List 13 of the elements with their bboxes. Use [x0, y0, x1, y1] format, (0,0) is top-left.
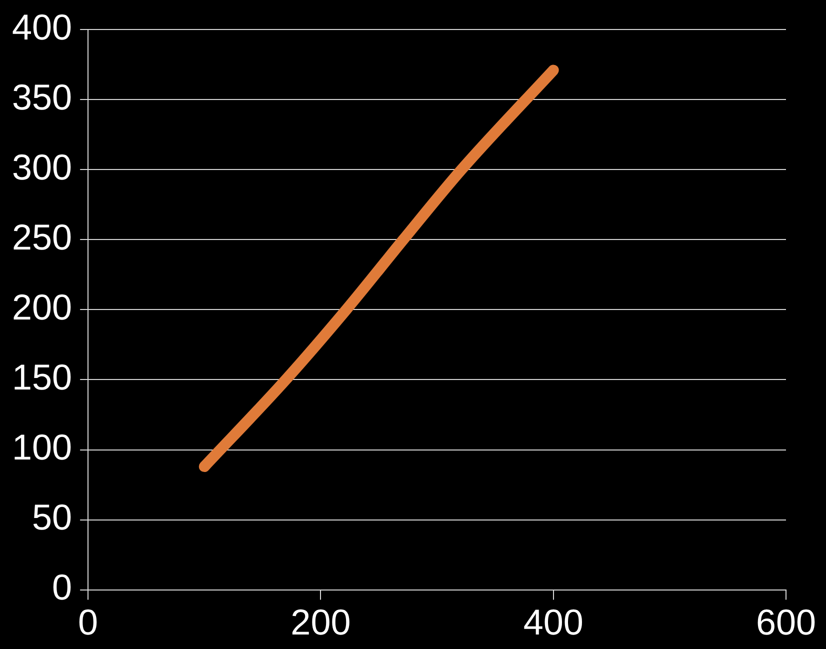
y-tick-label: 250 — [12, 216, 72, 258]
y-tick-label: 350 — [12, 76, 72, 118]
x-tick-label: 600 — [756, 601, 816, 642]
y-tick-label: 200 — [12, 286, 72, 328]
x-tick-label: 0 — [78, 601, 98, 642]
y-tick-label: 0 — [52, 566, 72, 608]
y-tick-label: 100 — [12, 426, 72, 468]
y-tick-label: 50 — [32, 496, 72, 538]
y-tick-label: 400 — [12, 6, 72, 48]
y-tick-label: 150 — [12, 356, 72, 398]
y-tick-label: 300 — [12, 146, 72, 188]
x-tick-label: 400 — [523, 601, 584, 642]
x-tick-label: 200 — [290, 601, 351, 642]
